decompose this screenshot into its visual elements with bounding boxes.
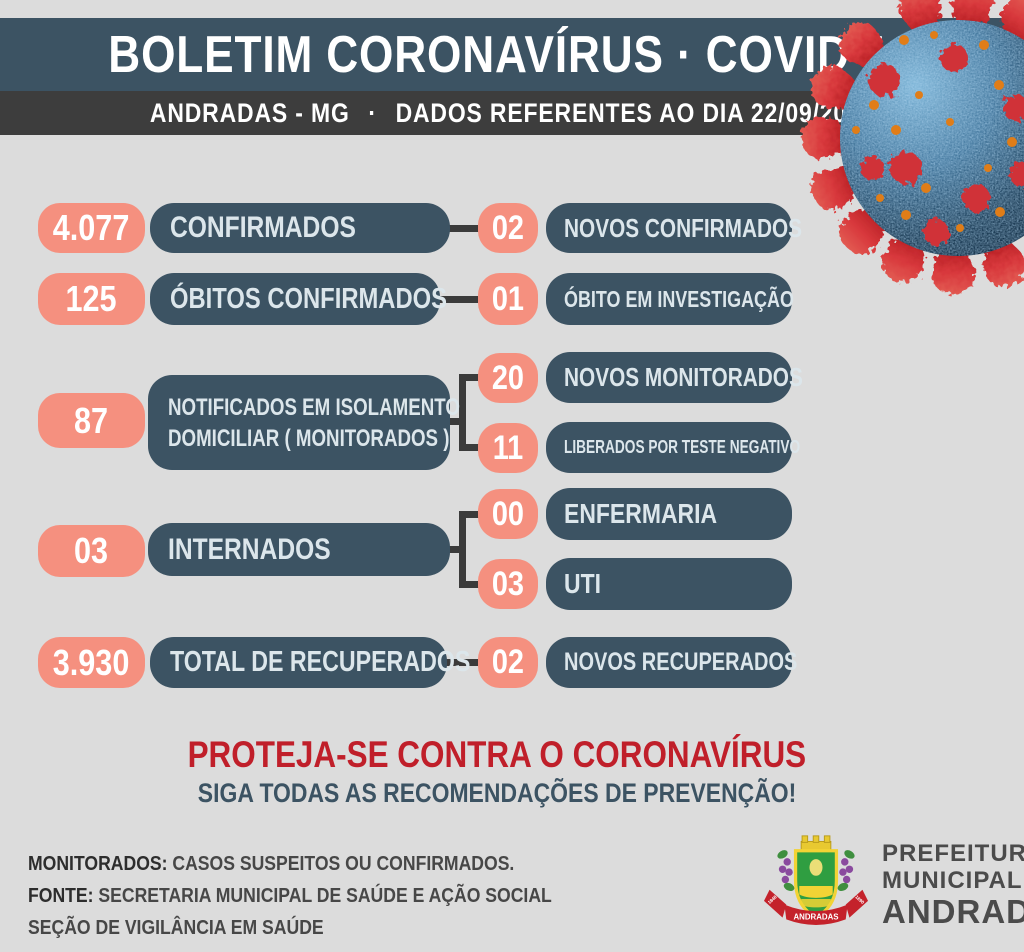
warning-block: PROTEJA-SE CONTRA O CORONAVÍRUS SIGA TOD…: [0, 733, 994, 809]
city-hall-line1: PREFEITURA: [882, 840, 1024, 867]
death-investigation-badge: 01: [478, 273, 538, 325]
monitored-count-badge: 87: [38, 393, 145, 448]
subtitle-location: ANDRADAS - MG: [149, 97, 350, 128]
connector-row5: [445, 659, 482, 666]
new-confirmed-badge: 02: [478, 203, 538, 253]
hospitalized-label-pill: INTERNADOS: [148, 523, 450, 576]
page-title: BOLETIM CORONAVÍRUS · COVID-19: [107, 25, 917, 84]
deaths-label: ÓBITOS CONFIRMADOS: [170, 282, 448, 315]
hospitalized-label: INTERNADOS: [168, 532, 331, 566]
new-confirmed-pill: NOVOS CONFIRMADOS: [546, 203, 802, 253]
bracket3-stub: [448, 418, 466, 425]
ward-pill: ENFERMARIA: [546, 488, 792, 540]
new-monitored-label: NOVOS MONITORADOS: [564, 362, 803, 392]
subtitle-date: DADOS REFERENTES AO DIA 22/09/2021: [395, 97, 875, 128]
bracket3-vertical: [459, 374, 466, 451]
new-monitored-badge: 20: [478, 353, 538, 403]
confirmed-count-badge: 4.077: [38, 203, 145, 253]
deaths-count-badge: 125: [38, 273, 145, 325]
confirmed-label-pill: CONFIRMADOS: [150, 203, 450, 253]
city-hall-name: PREFEITURA MUNICIPAL DE ANDRADAS: [882, 840, 1024, 929]
virus-surface-knobs: [860, 44, 1024, 245]
warning-headline: PROTEJA-SE CONTRA O CORONAVÍRUS: [0, 733, 994, 777]
footer-notes: MONITORADOS: CASOS SUSPEITOS OU CONFIRMA…: [28, 848, 623, 944]
bracket3-top-stub: [459, 374, 480, 381]
warning-subline: SIGA TODAS AS RECOMENDAÇÕES DE PREVENÇÃO…: [0, 777, 994, 809]
new-recovered-count: 02: [491, 643, 525, 681]
bracket4-stub: [448, 546, 466, 553]
monitored-label: NOTIFICADOS EM ISOLAMENTO DOMICILIAR ( MO…: [168, 392, 460, 454]
hospitalized-count: 03: [74, 530, 109, 571]
bracket3-bottom-stub: [459, 444, 480, 451]
new-monitored-pill: NOVOS MONITORADOS: [546, 352, 803, 403]
footer-source-text: SECRETARIA MUNICIPAL DE SAÚDE E AÇÃO SOC…: [93, 885, 552, 907]
death-investigation-label: ÓBITO EM INVESTIGAÇÃO: [564, 285, 794, 312]
bracket4-top-stub: [459, 511, 480, 518]
recovered-label: TOTAL DE RECUPERADOS: [170, 646, 471, 678]
released-negative-label: LIBERADOS POR TESTE NEGATIVO: [564, 437, 801, 457]
connector-row2: [438, 296, 482, 303]
icu-badge: 03: [478, 559, 538, 609]
banner-year-left: 1848: [767, 894, 778, 905]
footer-monitored-label: MONITORADOS:: [28, 853, 168, 875]
ward-label: ENFERMARIA: [564, 498, 718, 529]
new-confirmed-count: 02: [491, 208, 525, 247]
recovered-count: 3.930: [53, 641, 130, 683]
released-negative-pill: LIBERADOS POR TESTE NEGATIVO: [546, 422, 800, 473]
ward-badge: 00: [478, 489, 538, 539]
death-investigation-count: 01: [491, 279, 525, 318]
monitored-label-line1: NOTIFICADOS EM ISOLAMENTO: [168, 393, 460, 421]
new-recovered-badge: 02: [478, 637, 538, 688]
new-confirmed-label: NOVOS CONFIRMADOS: [564, 212, 803, 243]
title-container: BOLETIM CORONAVÍRUS · COVID-19: [108, 25, 915, 85]
warning-subline-text: SIGA TODAS AS RECOMENDAÇÕES DE PREVENÇÃO…: [197, 778, 797, 808]
virus-orange-dots: [852, 31, 1017, 232]
coronavirus-image: [802, 0, 1024, 295]
new-monitored-count: 20: [491, 358, 525, 397]
grapes-left: [778, 858, 793, 884]
released-negative-badge: 11: [478, 423, 538, 473]
city-hall-line3: ANDRADAS: [882, 893, 1024, 930]
city-logo: ANDRADAS 1848 1890 PREFEITURA MUNICIPAL …: [760, 834, 1024, 938]
warning-headline-text: PROTEJA-SE CONTRA O CORONAVÍRUS: [187, 734, 807, 775]
footer-source-label: FONTE:: [28, 885, 94, 907]
confirmed-label: CONFIRMADOS: [170, 211, 356, 244]
new-recovered-pill: NOVOS RECUPERADOS: [546, 637, 797, 688]
footer-line-source: FONTE: SECRETARIA MUNICIPAL DE SAÚDE E A…: [28, 880, 623, 912]
coat-of-arms-icon: ANDRADAS 1848 1890: [764, 835, 868, 925]
hospitalized-count-badge: 03: [38, 525, 145, 577]
footer-line-section: SEÇÃO DE VIGILÂNCIA EM SAÚDE: [28, 912, 623, 944]
released-negative-count: 11: [492, 428, 524, 467]
ward-count: 00: [491, 494, 525, 533]
footer-section-text: SEÇÃO DE VIGILÂNCIA EM SAÚDE: [28, 917, 324, 939]
monitored-label-pill: NOTIFICADOS EM ISOLAMENTO DOMICILIAR ( MO…: [148, 375, 460, 470]
subtitle-container: ANDRADAS - MG · DADOS REFERENTES AO DIA 22…: [114, 98, 910, 129]
bracket4-bottom-stub: [459, 581, 480, 588]
icu-count: 03: [491, 564, 525, 603]
confirmed-count: 4.077: [53, 207, 130, 248]
monitored-count: 87: [74, 399, 109, 441]
new-recovered-label: NOVOS RECUPERADOS: [564, 648, 798, 676]
footer-monitored-text: CASOS SUSPEITOS OU CONFIRMADOS.: [167, 853, 515, 875]
banner-text: ANDRADAS: [793, 912, 838, 921]
deaths-count: 125: [65, 278, 118, 319]
icu-label: UTI: [564, 568, 601, 599]
connector-row1: [448, 225, 482, 232]
crown: [800, 835, 832, 852]
death-investigation-pill: ÓBITO EM INVESTIGAÇÃO: [546, 273, 794, 325]
monitored-label-line2: DOMICILIAR ( MONITORADOS ): [168, 424, 450, 452]
recovered-label-pill: TOTAL DE RECUPERADOS: [150, 637, 470, 688]
city-hall-line2: MUNICIPAL DE: [882, 867, 1024, 894]
grapes-right: [839, 858, 854, 884]
bracket4-vertical: [459, 511, 466, 588]
recovered-count-badge: 3.930: [38, 637, 145, 688]
footer-line-monitored: MONITORADOS: CASOS SUSPEITOS OU CONFIRMA…: [28, 848, 623, 880]
subtitle: ANDRADAS - MG · DADOS REFERENTES AO DIA 22…: [150, 98, 874, 129]
subtitle-separator: ·: [368, 97, 377, 128]
banner-year-right: 1890: [854, 894, 865, 905]
deaths-label-pill: ÓBITOS CONFIRMADOS: [150, 273, 447, 325]
icu-pill: UTI: [546, 558, 792, 610]
